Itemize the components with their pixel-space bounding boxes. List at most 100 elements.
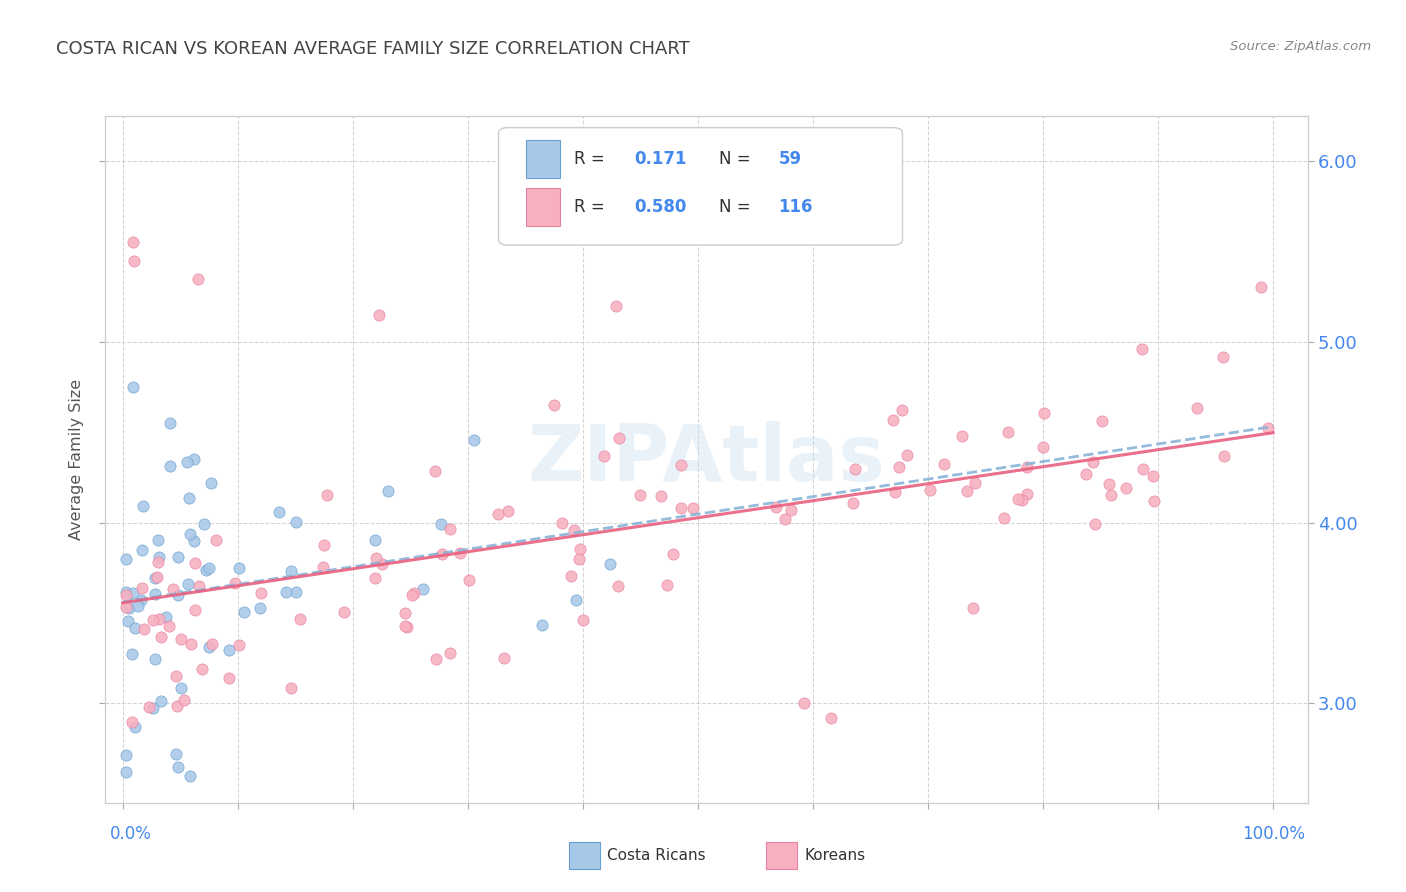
Point: [183, 533, 205, 548]
Point: [138, 699, 160, 714]
Point: [568, 552, 591, 566]
Point: [117, 601, 139, 615]
Point: [193, 517, 215, 532]
Point: [249, 586, 271, 600]
Point: [560, 569, 582, 583]
Point: [124, 621, 146, 635]
Point: [425, 651, 447, 665]
Point: [115, 747, 138, 762]
Point: [765, 500, 787, 515]
Point: [432, 547, 454, 561]
Point: [121, 714, 143, 729]
Point: [146, 533, 169, 547]
Point: [162, 582, 184, 596]
Point: [1142, 469, 1164, 483]
Point: [1115, 481, 1137, 495]
Point: [492, 650, 515, 665]
Point: [165, 747, 187, 761]
Text: 116: 116: [779, 198, 813, 216]
Point: [955, 483, 977, 498]
Point: [177, 576, 200, 591]
Point: [568, 541, 591, 556]
Point: [333, 605, 356, 619]
Point: [150, 693, 173, 707]
Point: [593, 450, 616, 464]
Point: [1032, 406, 1054, 420]
Point: [197, 640, 219, 655]
Point: [204, 533, 226, 547]
Point: [1132, 461, 1154, 475]
Point: [143, 652, 166, 666]
Point: [551, 516, 574, 531]
Point: [249, 601, 271, 615]
Point: [1250, 280, 1272, 294]
Point: [364, 551, 387, 566]
Point: [1017, 460, 1039, 475]
Point: [280, 681, 302, 695]
Point: [228, 638, 250, 652]
Point: [155, 610, 177, 624]
Point: [117, 615, 139, 629]
Point: [122, 253, 145, 268]
Point: [1007, 491, 1029, 506]
Point: [669, 458, 692, 472]
Y-axis label: Average Family Size: Average Family Size: [69, 379, 84, 540]
Text: ZIPAtlas: ZIPAtlas: [527, 421, 886, 498]
Point: [131, 581, 153, 595]
Point: [228, 561, 250, 575]
Point: [394, 607, 416, 621]
Point: [146, 570, 169, 584]
Point: [1099, 488, 1122, 502]
Point: [662, 547, 685, 561]
Point: [121, 586, 143, 600]
Point: [1212, 350, 1234, 364]
Point: [457, 573, 479, 587]
Point: [173, 692, 195, 706]
Point: [166, 699, 188, 714]
Point: [131, 543, 153, 558]
Point: [820, 711, 842, 725]
Point: [1011, 493, 1033, 508]
Point: [404, 586, 426, 600]
Point: [463, 433, 485, 447]
Point: [934, 458, 956, 472]
Point: [166, 588, 188, 602]
Point: [1130, 342, 1153, 356]
Point: [963, 476, 986, 491]
Point: [962, 601, 984, 615]
Point: [148, 550, 170, 565]
Point: [1143, 494, 1166, 508]
Point: [314, 538, 336, 552]
Point: [218, 671, 240, 685]
Point: [200, 475, 222, 490]
Point: [882, 412, 904, 426]
Point: [267, 505, 290, 519]
Point: [146, 555, 169, 569]
Text: N =: N =: [718, 150, 755, 169]
Point: [312, 559, 335, 574]
Point: [439, 646, 461, 660]
Point: [170, 632, 193, 647]
Point: [121, 647, 143, 661]
FancyBboxPatch shape: [526, 188, 560, 227]
Point: [280, 564, 302, 578]
Point: [316, 488, 339, 502]
Point: [142, 613, 165, 627]
Point: [1032, 440, 1054, 454]
Point: [682, 500, 704, 515]
Point: [842, 496, 865, 510]
Text: R =: R =: [574, 198, 610, 216]
Point: [159, 416, 181, 430]
Point: [605, 299, 627, 313]
Text: N =: N =: [718, 198, 755, 216]
Point: [496, 504, 519, 518]
Point: [412, 582, 434, 596]
Point: [655, 578, 678, 592]
Point: [145, 587, 167, 601]
Point: [132, 500, 155, 514]
Point: [284, 515, 307, 529]
Text: 0.580: 0.580: [634, 198, 686, 216]
Point: [607, 431, 630, 445]
Text: 59: 59: [779, 150, 801, 169]
Text: R =: R =: [574, 150, 610, 169]
